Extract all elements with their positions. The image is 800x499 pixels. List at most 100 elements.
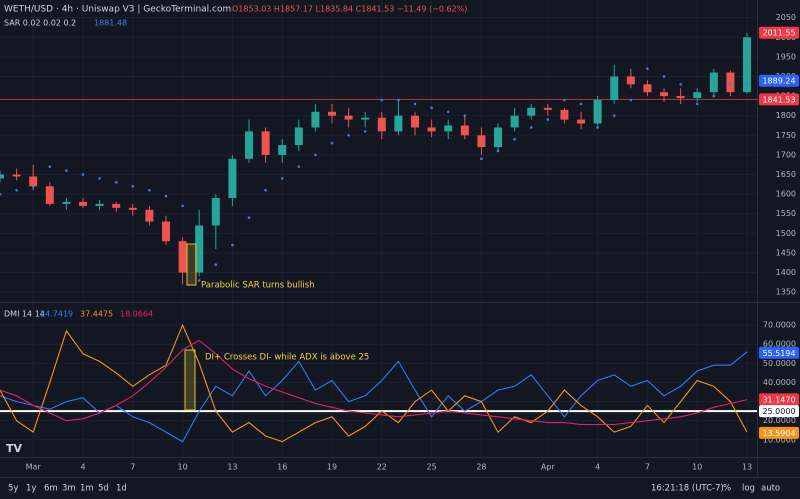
axis-marker-label: 25.0000 [762, 407, 795, 416]
x-tick-label: 16 [277, 463, 287, 472]
candle-body [0, 174, 4, 179]
candle-body [211, 198, 220, 226]
sar-dot [48, 165, 52, 168]
candle-body [311, 111, 320, 128]
scale-button[interactable]: log [742, 484, 755, 494]
x-tick-label: Mar [26, 463, 42, 472]
sar-dot [81, 173, 85, 176]
chart-title: WETH/USD · 4h · Uniswap V3 | GeckoTermin… [4, 5, 231, 15]
sar-dot [148, 188, 151, 192]
sar-dot [214, 263, 218, 267]
sar-dot [745, 82, 749, 86]
candle-body [361, 117, 370, 120]
candle-body [162, 221, 171, 242]
candle-body [344, 115, 353, 120]
sar-legend: SAR 0.02 0.02 0.2 [4, 19, 76, 28]
ohlc-legend: O1853.03 H1857.17 L1835.84 C1841.53 −11.… [232, 5, 467, 14]
sar-dot [729, 83, 732, 86]
candle-body [543, 107, 552, 110]
toolbar: 5y 1y 6m 3m 1m 5d 1d% log auto [8, 484, 780, 494]
y-tick-label: 1550 [776, 209, 796, 218]
candle-body [427, 127, 436, 132]
y-tick-label: 1650 [776, 170, 796, 179]
sar-dot [314, 153, 317, 157]
candle-body [278, 145, 287, 155]
sar-dot [612, 114, 616, 117]
y-tick-label: 1450 [776, 248, 796, 257]
sar-dot [65, 169, 68, 172]
sar-dot [15, 188, 18, 192]
x-tick-label: 7 [645, 463, 650, 472]
range-button[interactable]: 3m [62, 484, 76, 494]
dmi-line [0, 323, 748, 443]
range-button[interactable]: 1d [116, 484, 127, 494]
dmi-value: 37.4475 [80, 310, 113, 319]
range-button[interactable]: 1y [26, 484, 36, 494]
y-tick-label: 1350 [776, 288, 796, 297]
sar-dot [0, 192, 2, 196]
y-tick-label: 1600 [776, 190, 796, 199]
sar-value: 1881.48 [94, 19, 127, 28]
candle-body [660, 92, 669, 97]
y-tick-label: 1800 [776, 111, 796, 120]
dmi-value: 18.0664 [120, 310, 153, 319]
candle-body [95, 203, 104, 206]
scale-button[interactable]: % [723, 484, 731, 494]
candle-body [261, 131, 270, 155]
annotation: DI+ Crosses DI- while ADX is above 25 [205, 353, 369, 363]
sar-dot [446, 110, 450, 114]
x-tick-label: 4 [80, 463, 85, 472]
axis-marker-label: 1889.24 [762, 77, 795, 86]
sar-dot [712, 94, 716, 98]
x-tick-label: 4 [595, 463, 600, 472]
candle-body [411, 115, 420, 128]
axis-marker [759, 393, 799, 406]
plot-layer: 1350 1400 1450 1500 1550 1600 1650 1700 1750 1800… [0, 0, 799, 472]
candle-body [743, 37, 752, 93]
sar-dot [529, 126, 533, 129]
sar-dot [347, 133, 350, 137]
svg-text:TV: TV [6, 442, 23, 455]
range-button[interactable]: 1m [80, 484, 94, 494]
sar-dot [679, 83, 682, 86]
x-tick-label: 19 [327, 463, 337, 472]
y-tick-label: 1400 [776, 268, 796, 277]
sar-dot [513, 137, 516, 141]
sar-dot [231, 243, 234, 247]
candle-body [79, 201, 88, 206]
candle-body [676, 96, 685, 99]
candle-body [510, 115, 519, 128]
range-button[interactable]: 5y [8, 484, 18, 494]
candle-body [145, 209, 154, 222]
sar-dot [579, 102, 583, 106]
candle-body [593, 100, 602, 124]
candle-body [45, 186, 54, 204]
scale-button[interactable]: auto [761, 484, 780, 494]
x-tick-label: 10 [178, 463, 188, 472]
candle-body [709, 72, 718, 93]
dmi-legend: DMI 14 14 [4, 310, 45, 319]
candle-body [294, 127, 303, 146]
candle-body [62, 201, 71, 204]
candle-body [128, 207, 137, 210]
y-tick-label: 70.0000 [763, 321, 796, 330]
logo: TV [6, 442, 23, 455]
sar-dot [413, 102, 417, 106]
candle-body [726, 72, 735, 93]
candle-body [444, 125, 453, 132]
candle-body [610, 76, 619, 100]
candle-body [29, 176, 38, 187]
range-button[interactable]: 5d [98, 484, 109, 494]
axis-marker-label: 1841.53 [762, 95, 795, 104]
sar-dot [662, 75, 666, 78]
sar-dot [297, 165, 301, 168]
sar-dot [31, 184, 35, 188]
y-tick-label: 1950 [776, 52, 796, 61]
x-tick-label: 28 [476, 463, 486, 472]
dmi-line [0, 339, 748, 426]
highlight-box [184, 349, 196, 411]
sar-dot [181, 204, 184, 208]
range-button[interactable]: 6m [44, 484, 58, 494]
